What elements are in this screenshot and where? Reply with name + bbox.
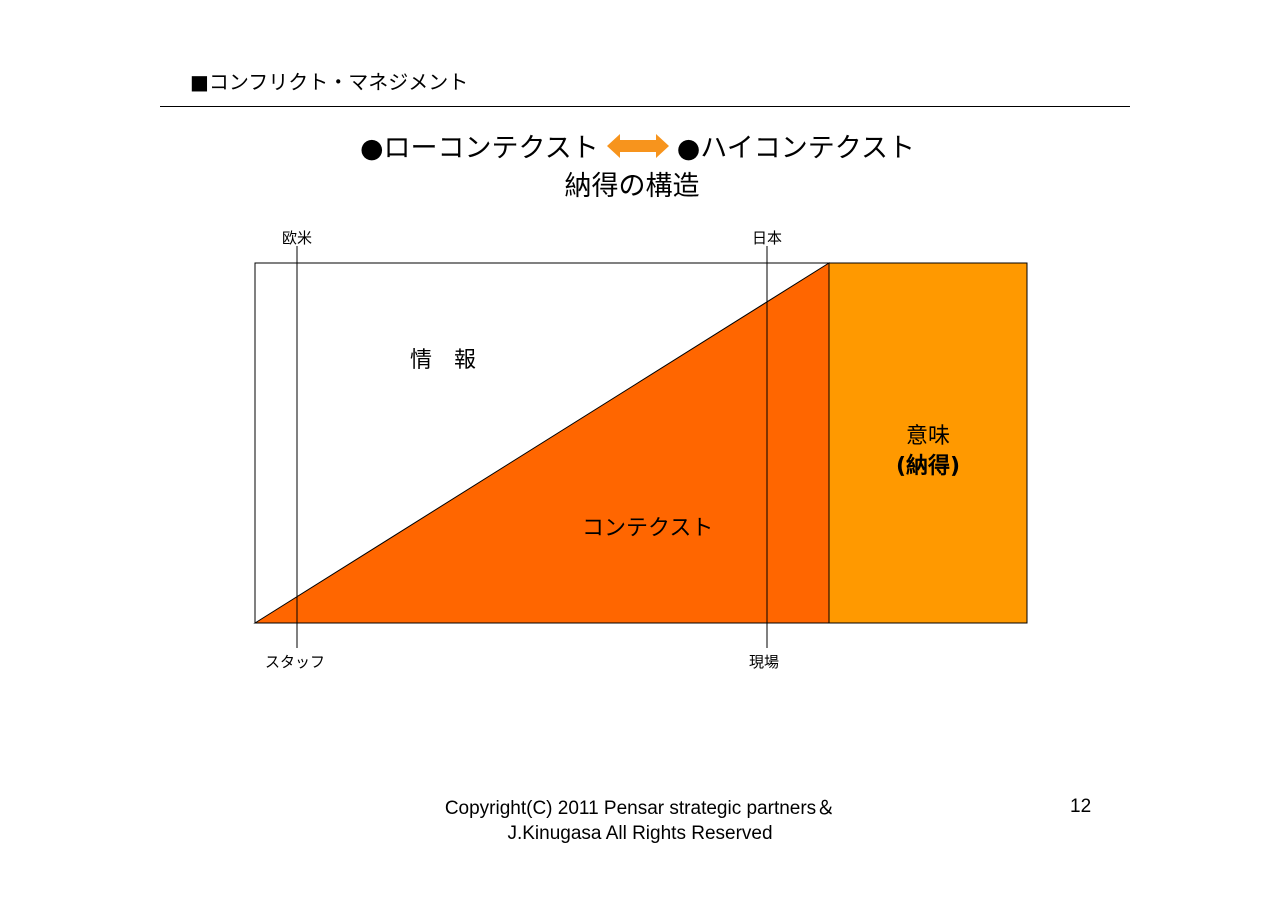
double-arrow-icon bbox=[606, 133, 669, 158]
subtitle: 納得の構造 bbox=[564, 171, 700, 202]
staff-label: スタッフ bbox=[265, 653, 326, 671]
high-context-label: ●ハイコンテクスト bbox=[676, 133, 915, 164]
meaning-sub-label: (納得) bbox=[895, 454, 961, 479]
header-divider bbox=[160, 106, 1130, 107]
meaning-block bbox=[828, 262, 1028, 624]
header-title: ■コンフリクト・マネジメント bbox=[190, 70, 469, 94]
page-number: 12 bbox=[1070, 796, 1092, 817]
heading-row: ●ローコンテクスト ●ハイコンテクスト bbox=[360, 126, 915, 165]
japan-label: 日本 bbox=[752, 229, 783, 247]
information-label: 情 報 bbox=[410, 348, 477, 373]
meaning-label: 意味 bbox=[905, 424, 950, 449]
context-label: コンテクスト bbox=[582, 516, 714, 541]
copyright-footer: Copyright(C) 2011 Pensar strategic partn… bbox=[444, 798, 836, 844]
west-label: 欧米 bbox=[282, 229, 313, 247]
field-label: 現場 bbox=[749, 653, 780, 671]
low-context-label: ●ローコンテクスト bbox=[360, 133, 599, 164]
